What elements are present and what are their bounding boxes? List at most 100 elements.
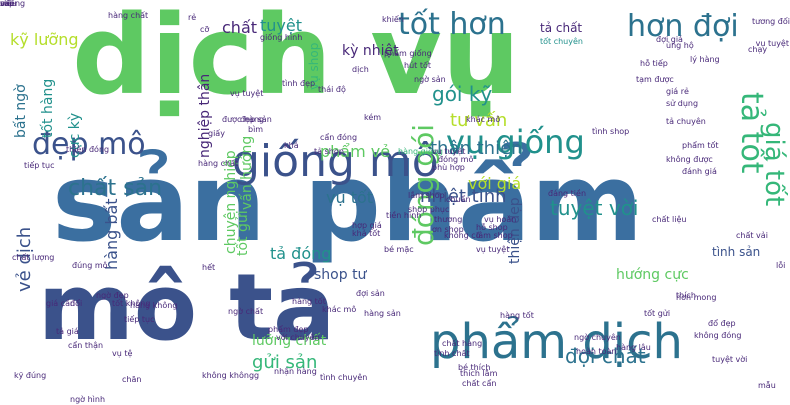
cloud-word: tình đẹp bbox=[282, 79, 316, 88]
cloud-word: hút tốt bbox=[404, 61, 431, 70]
cloud-word: tuyệt vời bbox=[550, 196, 639, 220]
cloud-word: vụ tuyệt bbox=[230, 89, 264, 98]
cloud-word: hàng không bbox=[130, 301, 178, 310]
cloud-word: thiện đóng bbox=[66, 145, 110, 154]
cloud-word: đánh giá bbox=[682, 167, 717, 176]
cloud-word: giá rẻ bbox=[666, 87, 689, 96]
cloud-word: thích lắm bbox=[460, 369, 498, 378]
cloud-word: chất cẩn bbox=[462, 379, 497, 388]
cloud-word: phẩm vẻ bbox=[320, 142, 391, 161]
cloud-word: ngờ sản bbox=[414, 75, 446, 84]
cloud-word: dịch vụ bbox=[72, 0, 521, 119]
cloud-word: kỹ đúng bbox=[14, 371, 47, 380]
cloud-word: nghiệp thân bbox=[197, 73, 213, 158]
cloud-word: tả chuyên bbox=[666, 117, 706, 126]
cloud-word: tình sản bbox=[712, 245, 761, 259]
cloud-word: mẫu bbox=[758, 381, 776, 390]
cloud-word: tạm được bbox=[636, 75, 674, 84]
cloud-word: lưỡng chất bbox=[252, 333, 327, 349]
cloud-word: vụ giống bbox=[446, 123, 585, 161]
cloud-word: bé mặc bbox=[384, 245, 414, 254]
cloud-word: giấy bbox=[208, 129, 225, 138]
cloud-word: vụ tốt bbox=[326, 188, 374, 207]
cloud-word: khác mô bbox=[466, 115, 501, 124]
cloud-word: đáng tiền bbox=[548, 189, 587, 198]
cloud-word: lỗi bbox=[776, 261, 786, 270]
cloud-word: ngờ chất bbox=[228, 307, 264, 316]
cloud-word: vụ tệ bbox=[112, 349, 133, 358]
cloud-word: phẩm tốt bbox=[682, 141, 719, 150]
cloud-word: đổ đẹp bbox=[708, 319, 736, 328]
cloud-word: cẩn đóng bbox=[320, 133, 358, 142]
cloud-word: hàng chất bbox=[198, 159, 239, 168]
cloud-word: hỗ tiếp bbox=[640, 59, 668, 68]
cloud-word: hợp giá bbox=[352, 221, 382, 230]
cloud-word: với chuyên bbox=[276, 333, 320, 342]
cloud-word: nhận hàng bbox=[274, 367, 317, 376]
cloud-word: chất hàng bbox=[442, 339, 483, 348]
cloud-word: thái độ bbox=[318, 85, 346, 94]
cloud-word: bìm bbox=[248, 125, 264, 134]
cloud-word: phẩm dịch bbox=[430, 314, 683, 370]
cloud-word: không có bbox=[444, 231, 481, 240]
cloud-word: ủng hộ bbox=[666, 41, 694, 50]
cloud-word: cỡ bbox=[200, 25, 210, 34]
cloud-word: sop bbox=[0, 0, 15, 8]
cloud-word: không đóng bbox=[694, 331, 742, 340]
cloud-word: vụ tuyệt bbox=[755, 39, 789, 48]
cloud-word: đóng mô bbox=[438, 155, 474, 164]
cloud-word: ngờ chuyên bbox=[574, 333, 621, 342]
cloud-word: rẻ bbox=[188, 13, 197, 22]
cloud-word: gửi sản bbox=[252, 352, 318, 373]
cloud-word: đúng mô bbox=[72, 261, 108, 270]
cloud-word: hàng sản bbox=[364, 309, 401, 318]
cloud-word: hàng giống bbox=[398, 147, 444, 156]
cloud-word: chất lượng bbox=[12, 253, 55, 262]
cloud-word: được hàng bbox=[222, 115, 265, 124]
cloud-word: khá tốt bbox=[352, 229, 381, 238]
cloud-word: chất bbox=[222, 18, 258, 37]
cloud-word: tả giá bbox=[56, 327, 79, 336]
cloud-word: giống mô bbox=[232, 136, 439, 187]
cloud-word: tuyệt bbox=[260, 16, 302, 35]
cloud-word: phẩm đẹp bbox=[268, 325, 309, 334]
cloud-word: tình shop bbox=[592, 127, 630, 136]
cloud-word: đợi chất bbox=[565, 344, 646, 368]
cloud-word: miếng bbox=[0, 0, 26, 8]
cloud-word: đẹp sản bbox=[240, 115, 272, 124]
cloud-word: gói kỹ bbox=[432, 82, 493, 106]
cloud-word: tốt hàng bbox=[40, 78, 56, 138]
cloud-word: ngờ hình bbox=[70, 395, 106, 404]
cloud-word: vụ tuyệt bbox=[476, 245, 510, 254]
cloud-word: chất sản bbox=[68, 176, 163, 201]
cloud-word: kỳ nhiệt bbox=[342, 43, 399, 59]
cloud-word: hơn đợi bbox=[627, 9, 739, 44]
cloud-word: phù hợp bbox=[432, 163, 465, 172]
cloud-word: bất ngờ bbox=[13, 84, 29, 138]
cloud-word: đợi giá bbox=[656, 35, 683, 44]
cloud-word: vụ tuyệt bbox=[432, 147, 466, 156]
cloud-word: tương đối bbox=[752, 17, 790, 26]
cloud-word: vấn hướng bbox=[239, 135, 255, 210]
cloud-word: tình chất bbox=[434, 349, 470, 358]
cloud-word: tiếp tục bbox=[24, 161, 55, 170]
cloud-word: dịch bbox=[352, 65, 369, 74]
cloud-word: shop phục bbox=[408, 205, 450, 214]
cloud-word: lâm shop bbox=[476, 231, 513, 240]
cloud-word: cẩn thận bbox=[68, 341, 104, 350]
cloud-word: ngờ đẹp bbox=[96, 291, 129, 300]
cloud-word: vụ hoàn bbox=[484, 215, 517, 224]
cloud-word: hỗ shop bbox=[476, 223, 508, 232]
cloud-word: tả đóng bbox=[270, 244, 332, 263]
cloud-word: tốt gửi bbox=[644, 309, 671, 318]
cloud-word: thương bbox=[434, 215, 463, 224]
cloud-word: hàng bất bbox=[102, 198, 121, 270]
cloud-word: hoàn toàn bbox=[576, 347, 617, 356]
cloud-word: khác mô bbox=[322, 305, 357, 314]
cloud-word: tốt hơn bbox=[398, 7, 506, 42]
cloud-word: nhiệt tình bbox=[420, 186, 507, 207]
cloud-word: giá cần bbox=[46, 299, 76, 308]
cloud-word: chăn bbox=[122, 375, 142, 384]
cloud-word: mô tả bbox=[38, 254, 336, 361]
